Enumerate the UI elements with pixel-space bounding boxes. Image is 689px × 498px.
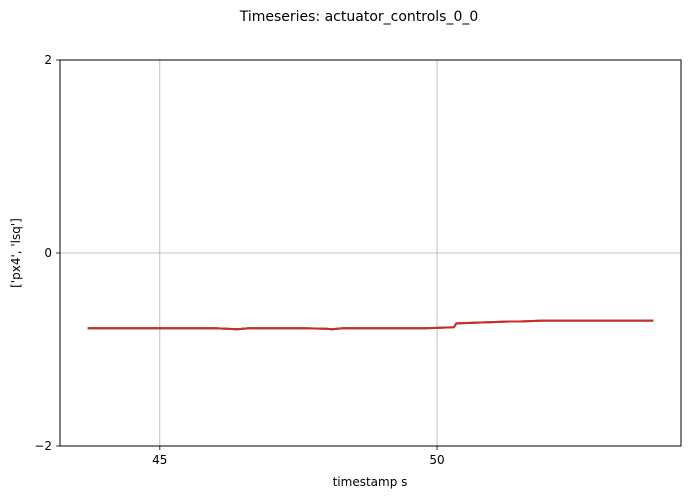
y-tick-label: 0	[44, 246, 52, 260]
grid	[60, 59, 681, 447]
x-axis-label: timestamp s	[333, 475, 408, 489]
y-tick-label: 2	[44, 53, 52, 67]
series-group	[87, 319, 654, 331]
y-axis-label: ['px4', 'lsq']	[9, 218, 23, 288]
x-tick-label: 45	[152, 453, 167, 467]
chart-title: Timeseries: actuator_controls_0_0	[239, 9, 479, 25]
ticks: 45 50 −2 0 2	[34, 53, 444, 467]
y-tick-label: −2	[34, 439, 52, 453]
series-line-2	[87, 319, 654, 331]
x-tick-label: 50	[429, 453, 444, 467]
